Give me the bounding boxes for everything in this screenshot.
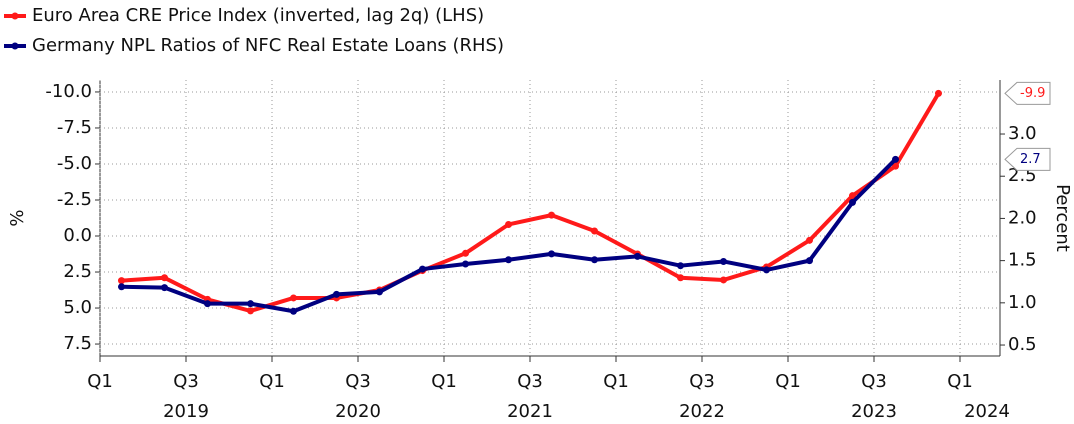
legend-label: Euro Area CRE Price Index (inverted, lag… [32, 5, 484, 26]
y2-axis-label: Percent [1052, 184, 1073, 252]
x-year-label: 2022 [679, 401, 725, 422]
series-point [290, 294, 297, 302]
series-point [634, 252, 641, 260]
legend-marker [11, 42, 19, 50]
series-point [720, 257, 727, 265]
x-tick-label: Q1 [259, 371, 285, 392]
x-year-label: 2019 [163, 401, 209, 422]
series-point [247, 300, 254, 308]
series-point [118, 277, 125, 285]
series-point [161, 274, 168, 282]
series-point [892, 155, 899, 163]
series-point [548, 211, 555, 219]
x-tick-label: Q1 [431, 371, 457, 392]
series-point [548, 250, 555, 258]
series-point [247, 307, 254, 315]
y-tick-label: 5.0 [63, 297, 92, 318]
series-point [290, 307, 297, 315]
series-point [892, 162, 899, 170]
x-year-label: 2020 [335, 401, 381, 422]
series-line [121, 92, 941, 313]
series-line [121, 157, 897, 314]
y-tick-label: -5.0 [57, 153, 92, 174]
x-tick-label: Q3 [173, 371, 199, 392]
series-point [591, 227, 598, 235]
series-point [462, 249, 469, 257]
series-point [677, 262, 684, 270]
series-point [161, 284, 168, 292]
y-tick-label: -10.0 [45, 81, 92, 102]
series-point [591, 256, 598, 264]
x-tick-label: Q3 [517, 371, 543, 392]
x-tick-label: Q1 [947, 371, 973, 392]
y-tick-label: 0.0 [63, 225, 92, 246]
series-point [806, 236, 813, 244]
x-tick-label: Q1 [603, 371, 629, 392]
y-axis-label: % [7, 209, 28, 226]
series-point [677, 274, 684, 282]
x-tick-label: Q3 [345, 371, 371, 392]
y2-tick-label: 0.5 [1008, 334, 1037, 355]
x-year-label: 2023 [851, 401, 897, 422]
series-point [419, 265, 426, 273]
value-callout [1004, 81, 1051, 105]
y-tick-label: -2.5 [57, 189, 92, 210]
series-point [204, 300, 211, 308]
legend-marker [11, 12, 19, 20]
series-point [720, 276, 727, 284]
x-tick-label: Q1 [87, 371, 113, 392]
y2-tick-label: 2.0 [1008, 207, 1037, 228]
x-tick-label: Q1 [775, 371, 801, 392]
y2-tick-label: 1.0 [1008, 292, 1037, 313]
series-point [505, 220, 512, 228]
legend-label: Germany NPL Ratios of NFC Real Estate Lo… [32, 35, 504, 56]
y2-tick-label: 3.0 [1008, 123, 1037, 144]
series-point [849, 198, 856, 206]
series-point [376, 288, 383, 296]
x-year-label: 2024 [964, 401, 1010, 422]
series-point [849, 192, 856, 200]
y-tick-label: 7.5 [63, 333, 92, 354]
y2-tick-label: 1.5 [1008, 250, 1037, 271]
series-point [935, 89, 942, 97]
x-tick-label: Q3 [689, 371, 715, 392]
series-point [333, 290, 340, 298]
value-callout [1004, 147, 1051, 171]
series-point [118, 283, 125, 291]
series-point [462, 260, 469, 268]
value-callout-label: 2.7 [1020, 152, 1041, 167]
series-point [763, 266, 770, 274]
series-point [806, 257, 813, 265]
value-callout-label: -9.9 [1020, 86, 1045, 101]
x-year-label: 2021 [507, 401, 553, 422]
y-tick-label: -7.5 [57, 117, 92, 138]
y-tick-label: 2.5 [63, 261, 92, 282]
x-tick-label: Q3 [861, 371, 887, 392]
series-point [505, 256, 512, 264]
